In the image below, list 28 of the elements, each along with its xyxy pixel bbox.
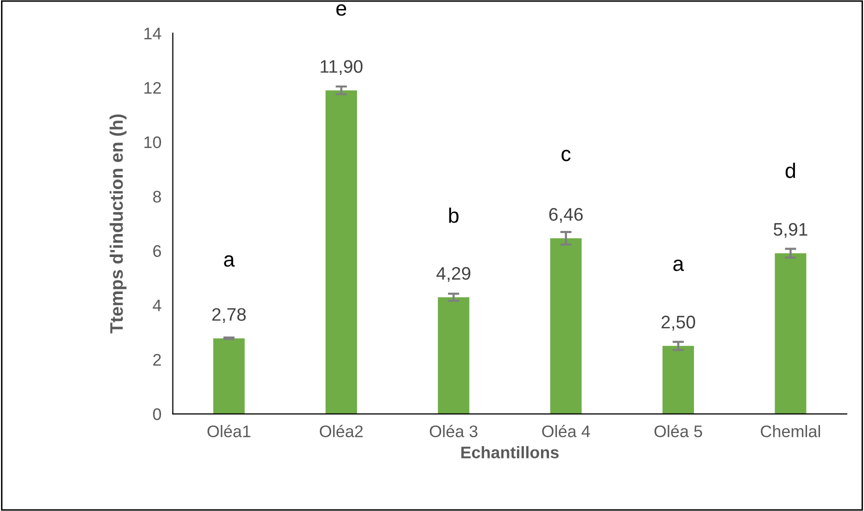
- y-tick-label: 10: [144, 136, 162, 148]
- x-tick-label: Oléa 3: [430, 424, 478, 438]
- data-label: 4,29: [436, 267, 470, 282]
- data-label: 11,90: [320, 60, 362, 75]
- y-axis-title: Ttemps d'induction en (h): [110, 114, 126, 334]
- annotation: a: [673, 260, 684, 272]
- y-tick-label: 12: [144, 82, 161, 94]
- x-axis-title: Echantillons: [461, 446, 559, 458]
- data-label: 2,78: [212, 308, 246, 323]
- y-tick-label: 0: [153, 408, 162, 420]
- y-tick-label: 14: [144, 28, 162, 40]
- x-tick-label: Oléa1: [208, 424, 250, 438]
- y-tick-label: 4: [152, 300, 162, 312]
- data-label: 6,46: [549, 208, 583, 223]
- data-label: 2,50: [662, 316, 696, 331]
- data-label: 5,91: [774, 222, 808, 238]
- annotation: b: [449, 208, 459, 223]
- y-tick-label: 6: [153, 245, 161, 257]
- y-tick-label: 2: [153, 354, 161, 366]
- annotation: d: [786, 162, 796, 178]
- x-tick-label: Oléa 5: [654, 424, 702, 438]
- x-tick-label: Oléa 4: [542, 424, 590, 438]
- annotation: a: [224, 255, 235, 267]
- annotation: c: [562, 150, 571, 162]
- text: e: [336, 4, 346, 16]
- y-tick-label: 8: [153, 190, 161, 203]
- x-tick-label: Oléa2: [320, 424, 363, 438]
- x-tick-label: Chemlal: [760, 425, 820, 438]
